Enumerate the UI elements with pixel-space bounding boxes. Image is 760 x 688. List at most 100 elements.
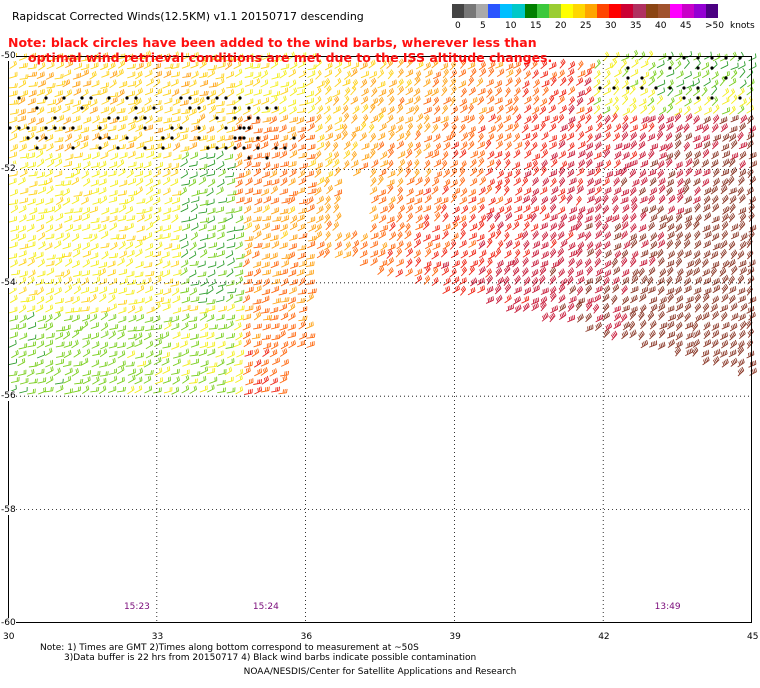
- wind-barb: [71, 329, 80, 339]
- wind-barb: [423, 205, 432, 213]
- wind-barb: [693, 250, 701, 260]
- quality-flag-circle: [143, 146, 147, 150]
- wind-barb: [126, 142, 135, 150]
- wind-barb: [722, 150, 731, 159]
- wind-barb: [701, 134, 710, 143]
- wind-barb: [209, 376, 218, 384]
- wind-barb: [280, 277, 289, 287]
- wind-barb: [719, 304, 728, 313]
- quality-flag-circle: [107, 96, 111, 100]
- map-frame: [8, 56, 752, 623]
- wind-barb: [62, 360, 72, 368]
- wind-barb: [720, 185, 728, 195]
- wind-barb: [98, 261, 108, 269]
- wind-barb: [522, 267, 529, 277]
- wind-barb: [476, 77, 484, 87]
- wind-barb: [684, 71, 692, 80]
- wind-barb: [135, 261, 144, 269]
- wind-barb: [136, 141, 145, 150]
- wind-barb: [180, 240, 189, 249]
- wind-barb: [261, 97, 270, 105]
- wind-barb: [199, 341, 209, 349]
- wind-barb: [217, 61, 226, 69]
- wind-barb: [656, 60, 665, 69]
- wind-barb: [629, 257, 637, 268]
- wind-barb: [137, 235, 147, 242]
- wind-barb: [603, 187, 612, 195]
- wind-barb: [127, 305, 136, 314]
- wind-barb: [703, 240, 711, 249]
- wind-barb: [92, 223, 101, 231]
- wind-barb: [45, 215, 54, 224]
- wind-barb: [108, 303, 117, 312]
- wind-barb: [568, 257, 575, 268]
- wind-barb: [468, 196, 477, 204]
- wind-barb: [748, 53, 757, 62]
- quality-flag-circle: [738, 96, 742, 100]
- wind-barb: [72, 162, 81, 170]
- wind-barb: [188, 250, 197, 260]
- wind-barb: [513, 87, 521, 97]
- wind-barb: [675, 340, 683, 349]
- wind-barb: [405, 97, 414, 105]
- wind-barb: [469, 177, 478, 187]
- wind-barb: [99, 195, 108, 204]
- wind-barb: [28, 89, 37, 98]
- wind-barb: [460, 87, 467, 98]
- wind-barb: [74, 378, 84, 385]
- wind-barb: [557, 95, 565, 105]
- wind-barb: [611, 195, 619, 205]
- wind-barb: [549, 222, 558, 231]
- wind-barb: [191, 190, 200, 197]
- wind-barb: [307, 288, 317, 294]
- wind-barb: [334, 178, 343, 187]
- wind-barb: [729, 339, 738, 349]
- wind-barb: [145, 325, 154, 332]
- wind-barb: [623, 162, 632, 170]
- wind-barb: [73, 215, 82, 222]
- wind-barb: [738, 207, 747, 215]
- wind-barb: [89, 233, 98, 242]
- quality-flag-circle: [682, 56, 686, 60]
- wind-barb: [440, 261, 449, 269]
- quality-flag-circle: [26, 136, 30, 140]
- wind-barb: [108, 288, 117, 295]
- wind-barb: [20, 161, 29, 170]
- wind-barb: [656, 248, 664, 259]
- wind-barb: [711, 329, 720, 339]
- wind-barb: [233, 359, 243, 366]
- wind-barb: [64, 89, 73, 98]
- wind-barb: [413, 249, 421, 259]
- wind-barb: [9, 199, 19, 205]
- wind-barb: [110, 241, 118, 251]
- wind-barb: [64, 258, 73, 267]
- wind-barb: [207, 207, 216, 215]
- wind-barb: [351, 141, 358, 151]
- wind-barb: [730, 249, 738, 260]
- wind-barb: [701, 159, 709, 168]
- wind-barb: [360, 70, 369, 79]
- wind-barb: [586, 248, 595, 257]
- wind-barb: [226, 88, 235, 98]
- wind-barb: [91, 90, 101, 96]
- wind-barb: [128, 123, 136, 132]
- wind-barb: [674, 139, 682, 150]
- wind-barb: [279, 375, 288, 384]
- wind-barb: [549, 123, 557, 132]
- colorbar-label: 35: [630, 21, 642, 31]
- wind-barb: [298, 277, 306, 286]
- wind-barb: [314, 223, 322, 233]
- wind-barb: [387, 142, 395, 152]
- wind-barb: [10, 259, 18, 268]
- quality-flag-circle: [170, 126, 174, 130]
- wind-barb: [100, 341, 109, 350]
- wind-barb: [90, 179, 99, 187]
- wind-barb: [568, 86, 576, 96]
- wind-barb: [676, 311, 684, 321]
- quality-flag-circle: [197, 106, 201, 110]
- wind-barb: [719, 267, 727, 277]
- wind-barb: [548, 61, 557, 70]
- wind-barb: [117, 190, 127, 196]
- wind-barb: [272, 270, 281, 277]
- wind-barb: [298, 260, 307, 268]
